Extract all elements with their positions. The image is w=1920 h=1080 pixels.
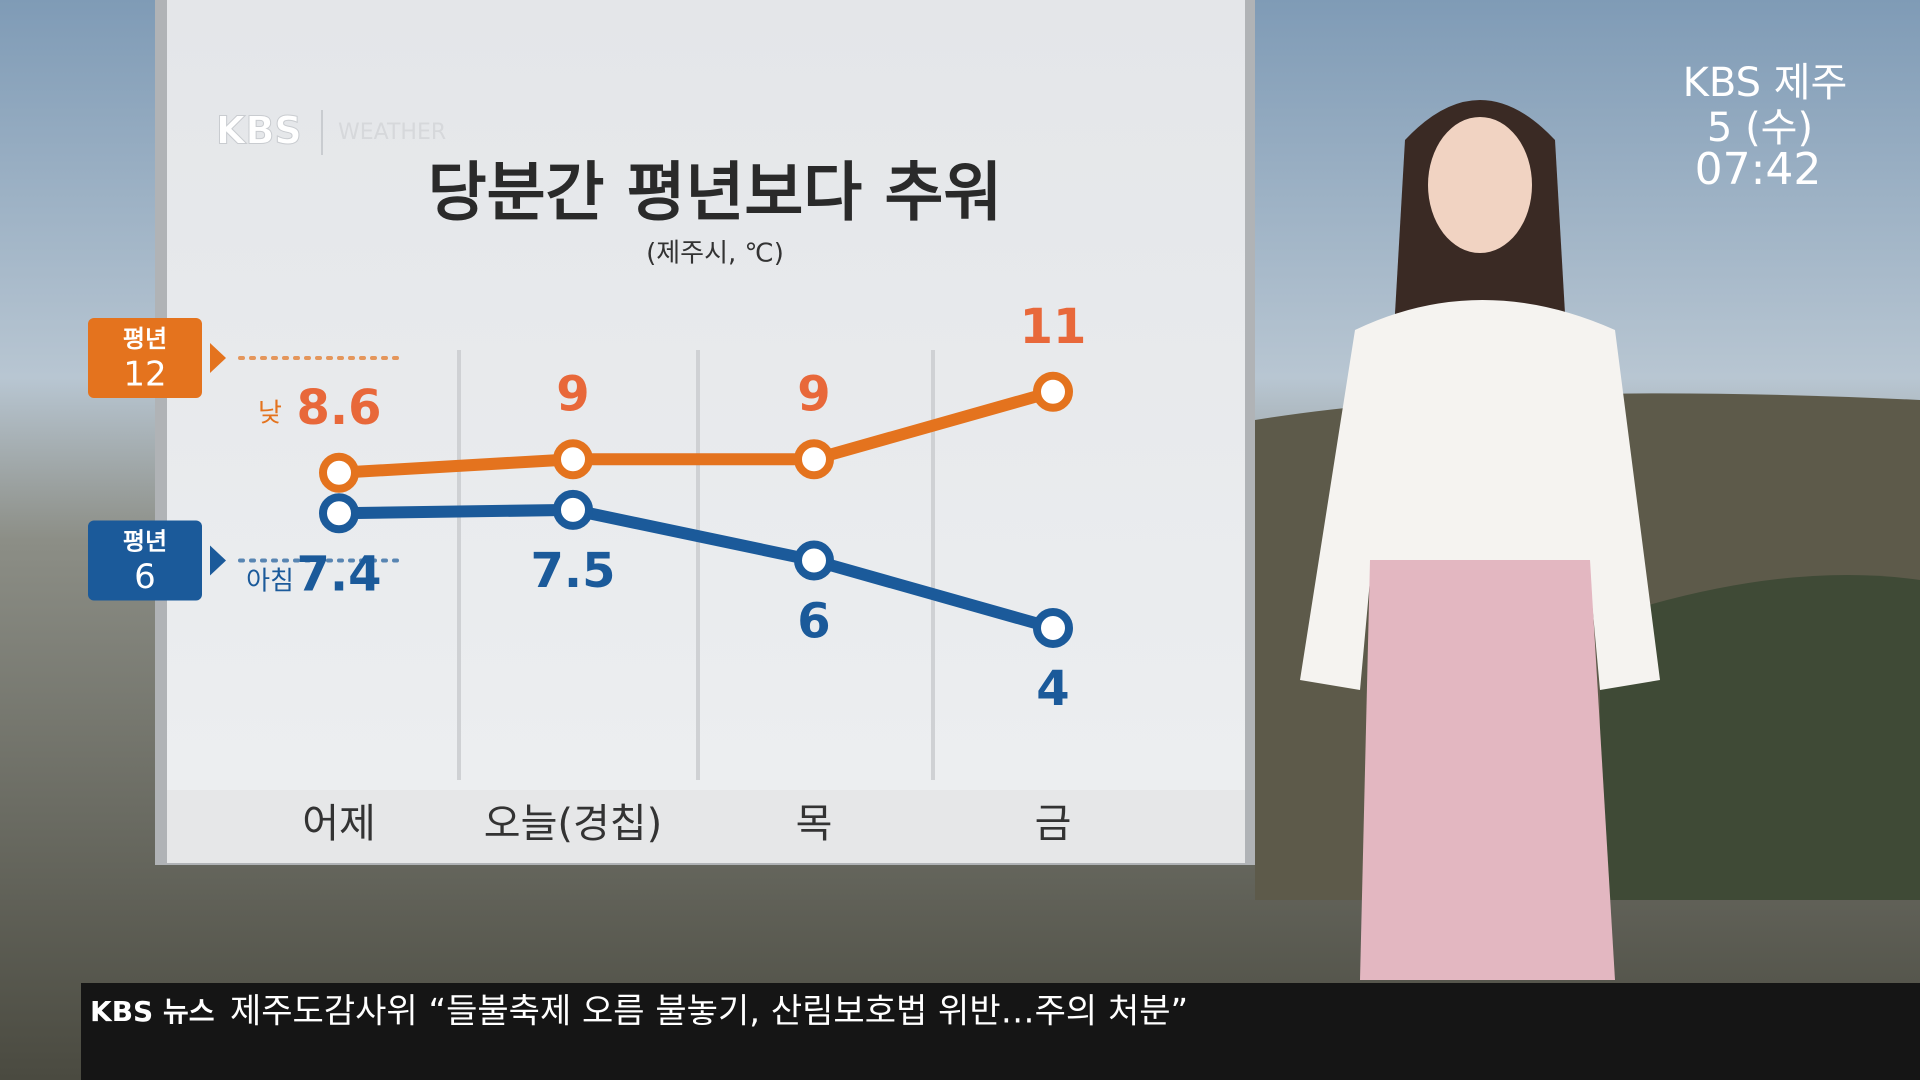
value-label: 6 <box>797 594 830 650</box>
value-label: 11 <box>1020 299 1087 355</box>
ticker-source: KBS 뉴스 <box>90 995 214 1028</box>
ticker-headline: 제주도감사위 “들불축제 오름 불놓기, 산림보호법 위반…주의 처분” <box>230 992 1188 1032</box>
value-label: 7.4 <box>296 546 381 602</box>
value-label: 9 <box>797 366 830 422</box>
normal-value: 12 <box>123 355 166 395</box>
point <box>319 452 359 493</box>
news-ticker <box>81 983 1920 1080</box>
value-label: 9 <box>556 366 589 422</box>
point <box>1033 371 1073 412</box>
presenter <box>1300 100 1660 980</box>
point <box>553 439 593 480</box>
normal-arrow <box>210 545 226 576</box>
series-line <box>338 503 1055 634</box>
forest <box>1600 575 1920 900</box>
point <box>794 439 834 480</box>
normal-arrow <box>210 343 226 373</box>
legend-label: 낮 <box>258 399 282 429</box>
x-tick-label: 금 <box>1035 801 1072 847</box>
date: 5 (수) <box>1707 105 1813 151</box>
channel-logo: KBS 제주 <box>1683 60 1848 106</box>
x-tick-label: 어제 <box>302 801 376 847</box>
series-line <box>338 385 1055 479</box>
normal-value: 6 <box>134 557 156 597</box>
clock: 07:42 <box>1695 144 1822 195</box>
skirt <box>1360 560 1615 980</box>
point <box>319 493 359 534</box>
brand-sub: WEATHER <box>338 120 446 145</box>
normal-label: 평년 <box>123 325 167 353</box>
category-bar <box>167 790 1245 863</box>
point <box>1033 608 1073 648</box>
chart-subtitle: (제주시, ℃) <box>646 239 784 269</box>
normal-badge <box>88 318 202 398</box>
chart-title: 당분간 평년보다 추워 <box>428 157 1002 231</box>
value-label: 7.5 <box>530 543 615 599</box>
face <box>1428 117 1532 253</box>
x-tick-label: 오늘(경칩) <box>484 801 662 847</box>
blouse <box>1300 300 1660 690</box>
point <box>794 540 834 581</box>
value-label: 4 <box>1036 661 1069 717</box>
value-label: 8.6 <box>296 380 381 436</box>
normal-label: 평년 <box>123 528 167 556</box>
normal-badge <box>88 520 202 601</box>
x-tick-label: 목 <box>796 801 833 847</box>
point <box>553 489 593 530</box>
brand: KBS <box>216 109 302 153</box>
legend-label: 아침 <box>246 567 294 597</box>
